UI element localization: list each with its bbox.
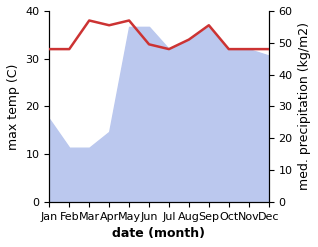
Y-axis label: max temp (C): max temp (C) [7, 63, 20, 149]
Y-axis label: med. precipitation (kg/m2): med. precipitation (kg/m2) [298, 22, 311, 190]
X-axis label: date (month): date (month) [113, 227, 205, 240]
